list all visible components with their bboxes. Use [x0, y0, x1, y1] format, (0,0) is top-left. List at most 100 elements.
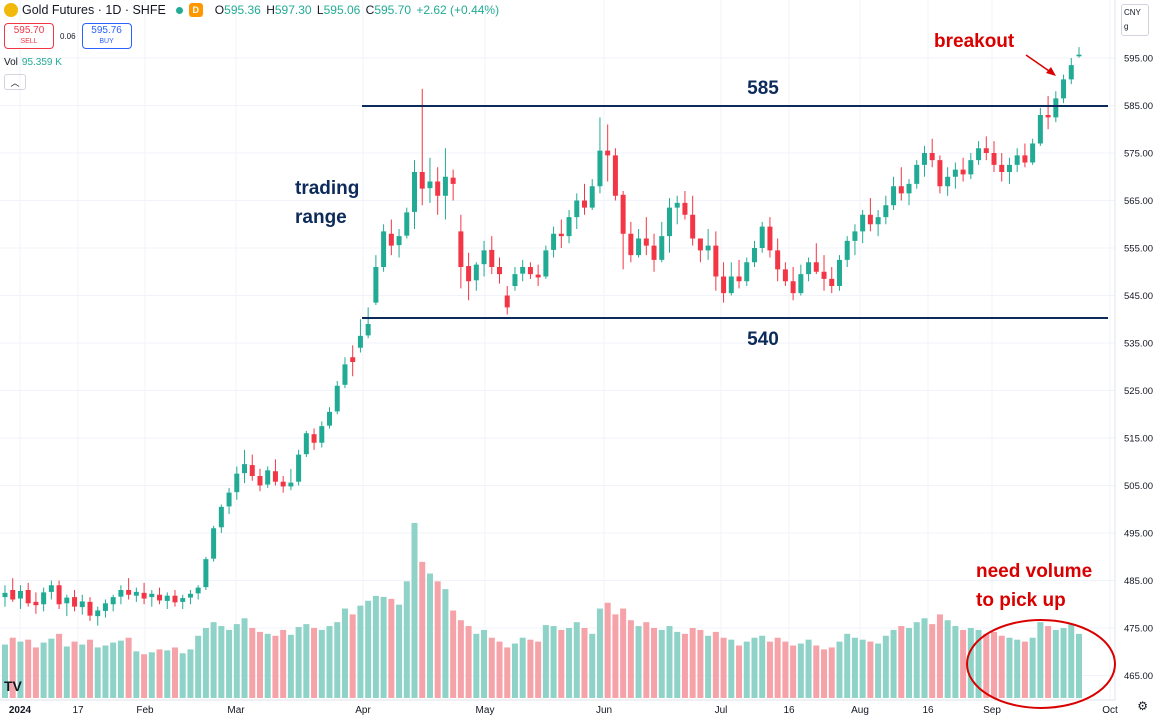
candle-body[interactable]	[728, 276, 734, 294]
candle-body[interactable]	[721, 276, 727, 294]
candle-body[interactable]	[1037, 115, 1043, 144]
candle-body[interactable]	[234, 473, 240, 493]
candle-body[interactable]	[705, 245, 711, 251]
candle-body[interactable]	[25, 590, 31, 604]
candle-body[interactable]	[180, 598, 186, 602]
candle-body[interactable]	[829, 278, 835, 286]
candle-body[interactable]	[759, 226, 765, 248]
candle-body[interactable]	[659, 236, 665, 260]
candle-body[interactable]	[327, 411, 333, 426]
candle-body[interactable]	[806, 262, 812, 275]
candle-body[interactable]	[852, 231, 858, 241]
candle-body[interactable]	[921, 153, 927, 165]
candle-body[interactable]	[651, 245, 657, 260]
candle-body[interactable]	[489, 249, 495, 267]
candle-body[interactable]	[110, 597, 116, 605]
candle-body[interactable]	[891, 186, 897, 206]
candle-body[interactable]	[388, 233, 394, 246]
candle-body[interactable]	[883, 205, 889, 218]
candle-body[interactable]	[319, 426, 325, 443]
candle-body[interactable]	[798, 274, 804, 294]
candle-body[interactable]	[342, 364, 348, 385]
collapse-legend-button[interactable]: ︿	[4, 74, 26, 90]
candle-body[interactable]	[33, 601, 39, 606]
candle-body[interactable]	[442, 176, 448, 196]
candle-body[interactable]	[497, 267, 503, 275]
candle-body[interactable]	[929, 153, 935, 161]
candle-body[interactable]	[288, 482, 294, 487]
candle-body[interactable]	[1045, 115, 1051, 118]
candle-body[interactable]	[605, 150, 611, 156]
candle-body[interactable]	[612, 155, 618, 196]
candle-body[interactable]	[512, 274, 518, 286]
candle-body[interactable]	[697, 238, 703, 251]
candle-body[interactable]	[713, 245, 719, 277]
candle-body[interactable]	[976, 148, 982, 161]
candle-body[interactable]	[303, 433, 309, 455]
candle-body[interactable]	[744, 262, 750, 282]
candle-body[interactable]	[620, 194, 626, 234]
candle-body[interactable]	[527, 267, 533, 275]
candle-body[interactable]	[381, 231, 387, 267]
candle-body[interactable]	[1022, 155, 1028, 163]
candle-body[interactable]	[751, 248, 757, 263]
candle-body[interactable]	[844, 240, 850, 260]
candle-body[interactable]	[157, 594, 163, 601]
symbol-title[interactable]: Gold Futures · 1D · SHFE	[22, 3, 166, 17]
candle-body[interactable]	[257, 476, 263, 486]
candle-body[interactable]	[195, 587, 201, 594]
candle-body[interactable]	[690, 214, 696, 239]
candle-body[interactable]	[79, 601, 85, 608]
candle-body[interactable]	[520, 267, 526, 274]
candle-body[interactable]	[945, 176, 951, 187]
candle-body[interactable]	[249, 465, 255, 476]
candle-body[interactable]	[118, 590, 124, 597]
candle-body[interactable]	[48, 585, 54, 592]
candle-body[interactable]	[126, 590, 132, 595]
candle-body[interactable]	[373, 267, 379, 303]
candle-body[interactable]	[72, 597, 78, 607]
candle-body[interactable]	[458, 231, 464, 267]
candle-body[interactable]	[64, 597, 70, 604]
candle-body[interactable]	[937, 160, 943, 187]
gear-icon[interactable]: ⚙	[1137, 699, 1148, 713]
candle-body[interactable]	[636, 238, 642, 256]
candle-body[interactable]	[473, 264, 479, 281]
candle-body[interactable]	[141, 592, 147, 599]
candle-body[interactable]	[87, 601, 93, 616]
candle-body[interactable]	[357, 335, 363, 348]
candle-body[interactable]	[350, 357, 356, 362]
candle-body[interactable]	[836, 259, 842, 286]
candle-body[interactable]	[164, 595, 170, 601]
candle-body[interactable]	[280, 481, 286, 487]
candle-body[interactable]	[581, 200, 587, 208]
candle-body[interactable]	[535, 274, 541, 278]
candle-body[interactable]	[311, 434, 317, 443]
candle-body[interactable]	[1061, 79, 1067, 99]
candle-body[interactable]	[218, 506, 224, 528]
candle-body[interactable]	[1030, 143, 1036, 163]
candle-body[interactable]	[767, 226, 773, 251]
buy-button[interactable]: 595.76 BUY	[81, 23, 132, 49]
candle-body[interactable]	[1006, 164, 1012, 172]
candle-body[interactable]	[427, 181, 433, 189]
candle-body[interactable]	[813, 262, 819, 272]
candle-body[interactable]	[435, 181, 441, 196]
candle-body[interactable]	[790, 281, 796, 294]
candle-body[interactable]	[543, 250, 549, 277]
candle-body[interactable]	[736, 276, 742, 282]
candle-body[interactable]	[906, 183, 912, 194]
candle-body[interactable]	[10, 590, 16, 600]
candle-body[interactable]	[365, 324, 371, 336]
candle-body[interactable]	[265, 470, 271, 485]
candle-body[interactable]	[296, 454, 302, 482]
candle-body[interactable]	[666, 207, 672, 237]
candle-body[interactable]	[682, 202, 688, 215]
candle-body[interactable]	[450, 177, 456, 184]
candle-body[interactable]	[1053, 98, 1059, 118]
candle-body[interactable]	[999, 164, 1005, 172]
candle-body[interactable]	[226, 492, 232, 507]
candle-body[interactable]	[821, 271, 827, 279]
candle-body[interactable]	[960, 169, 966, 175]
